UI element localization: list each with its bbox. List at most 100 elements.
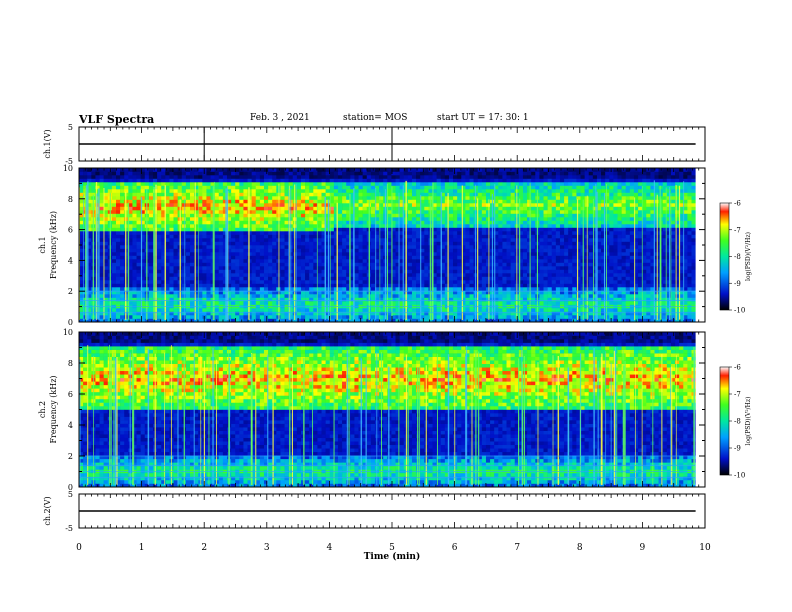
- spectrogram-cell: [444, 241, 450, 246]
- spectrogram-cell: [305, 224, 310, 228]
- spectrogram-cell: [263, 266, 269, 270]
- spectrogram-cell: [432, 224, 437, 228]
- spectrogram-cell: [198, 231, 203, 235]
- spectrogram-cell: [79, 196, 84, 200]
- spectrogram-cell: [313, 294, 318, 298]
- spectrogram-cell: [157, 273, 162, 277]
- spectrogram-cell: [185, 227, 191, 232]
- spectrogram-cell: [284, 192, 289, 197]
- spectrogram-cell: [231, 227, 236, 232]
- spectrogram-cell: [79, 231, 84, 235]
- spectrogram-cell: [243, 178, 248, 183]
- spectrogram-cell: [140, 287, 146, 291]
- spectrogram-cell: [157, 252, 162, 256]
- spectrogram-cell: [222, 206, 228, 211]
- spectrogram-cell: [132, 290, 137, 295]
- spectrogram-cell: [296, 266, 302, 270]
- spectrogram-cell: [510, 210, 516, 214]
- spectrogram-cell: [161, 290, 166, 295]
- spectrogram-cell: [189, 294, 195, 298]
- spectrogram-cell: [325, 175, 331, 179]
- spectrogram-cell: [424, 182, 429, 186]
- spectrogram-cell: [387, 255, 392, 260]
- spectrogram-cell: [494, 280, 499, 284]
- spectrogram-cell: [111, 203, 117, 207]
- spectrogram-cell: [132, 234, 137, 239]
- spectrogram-cell: [325, 315, 331, 319]
- spectrogram-cell: [103, 241, 109, 246]
- spectrogram-cell: [243, 185, 248, 190]
- spectrogram-cell: [432, 238, 437, 242]
- spectrogram-cell: [198, 266, 203, 270]
- spectrogram-cell: [235, 213, 240, 218]
- spectrogram-cell: [506, 269, 511, 274]
- spectrogram-cell: [374, 238, 380, 242]
- spectrogram-cell: [444, 217, 450, 221]
- spectrogram-cell: [140, 283, 146, 288]
- spectrogram-cell: [185, 203, 191, 207]
- spectrogram-cell: [243, 252, 248, 256]
- spectrogram-cell: [411, 203, 417, 207]
- spectrogram-cell: [461, 283, 466, 288]
- spectrogram-cell: [120, 241, 125, 246]
- spectrogram-cell: [510, 238, 516, 242]
- spectrogram-cell: [202, 238, 207, 242]
- spectrogram-cell: [189, 283, 195, 288]
- spectrogram-cell: [399, 290, 405, 295]
- spectrogram-cell: [222, 210, 228, 214]
- spectrogram-cell: [342, 276, 347, 281]
- spectrogram-cell: [506, 255, 511, 260]
- spectrogram-cell: [448, 315, 454, 319]
- spectrogram-cell: [255, 234, 261, 239]
- spectrogram-cell: [148, 248, 154, 253]
- spectrogram-cell: [255, 224, 261, 228]
- spectrogram-cell: [440, 315, 446, 319]
- spectrogram-cell: [453, 255, 458, 260]
- spectrogram-cell: [362, 203, 368, 207]
- spectrogram-cell: [181, 175, 187, 179]
- spectrogram-cell: [477, 252, 483, 256]
- spectrogram-cell: [206, 203, 211, 207]
- spectrogram-cell: [481, 217, 487, 221]
- spectrogram-cell: [284, 210, 289, 214]
- spectrogram-cell: [399, 217, 405, 221]
- spectrogram-cell: [194, 171, 199, 176]
- spectrogram-cell: [424, 234, 429, 239]
- spectrogram-cell: [362, 217, 368, 221]
- spectrogram-cell: [198, 206, 203, 211]
- spectrogram-cell: [79, 248, 84, 253]
- spectrogram-cell: [465, 220, 470, 225]
- spectrogram-cell: [251, 203, 257, 207]
- spectrogram-cell: [222, 185, 228, 190]
- spectrogram-cell: [485, 196, 491, 200]
- spectrogram-cell: [132, 259, 137, 263]
- spectrogram-cell: [194, 224, 199, 228]
- spectrogram-cell: [116, 217, 121, 221]
- spectrogram-cell: [342, 241, 347, 246]
- spectrogram-cell: [169, 315, 174, 319]
- spectrogram-cell: [379, 234, 384, 239]
- spectrogram-cell: [420, 287, 425, 291]
- spectrogram-cell: [374, 220, 380, 225]
- spectrogram-cell: [280, 213, 285, 218]
- spectrogram-cell: [214, 199, 220, 204]
- spectrogram-cell: [465, 255, 470, 260]
- spectrogram-cell: [502, 308, 507, 312]
- spectrogram-cell: [391, 192, 396, 197]
- spectrogram-cell: [268, 311, 273, 316]
- spectrogram-cell: [337, 213, 343, 218]
- spectrogram-cell: [218, 276, 224, 281]
- spectrogram-cell: [235, 199, 240, 204]
- spectrogram-cell: [342, 238, 347, 242]
- spectrogram-cell: [424, 175, 429, 179]
- spectrogram-cell: [510, 255, 516, 260]
- spectrogram-cell: [128, 234, 133, 239]
- spectrogram-cell: [255, 318, 261, 323]
- spectrogram-cell: [420, 301, 425, 305]
- spectrogram-cell: [79, 199, 84, 204]
- spectrogram-cell: [239, 203, 244, 207]
- spectrogram-cell: [346, 171, 351, 176]
- spectrogram-cell: [185, 273, 191, 277]
- spectrogram-cell: [362, 280, 368, 284]
- spectrogram-cell: [416, 245, 421, 249]
